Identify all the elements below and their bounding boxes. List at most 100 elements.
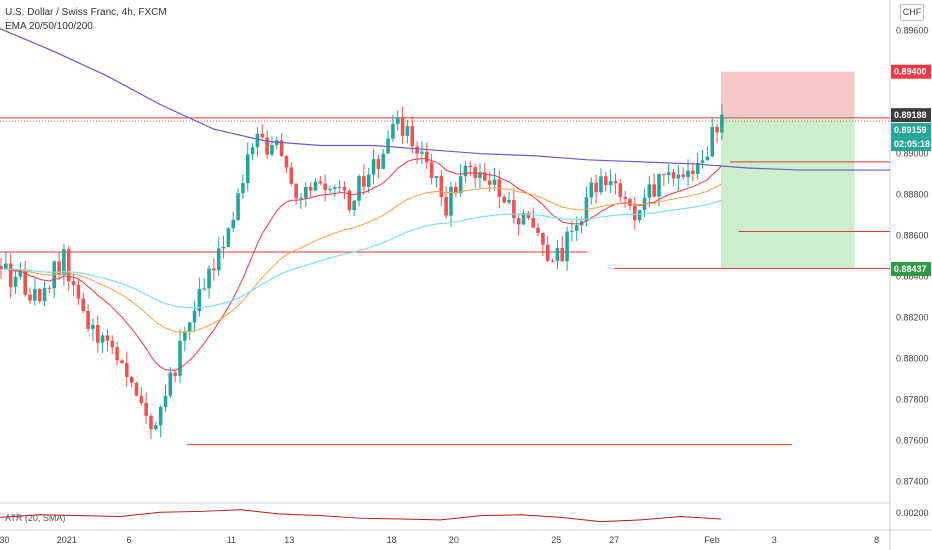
candle-body xyxy=(149,415,153,430)
candle-body xyxy=(342,186,347,191)
y-tick-label: 0.89000 xyxy=(896,149,929,159)
candle-body xyxy=(686,170,690,178)
candle-body xyxy=(676,174,681,179)
candle-body xyxy=(241,183,245,194)
price-tag-bg xyxy=(891,108,931,123)
x-tick-label: 30 xyxy=(0,535,9,545)
x-tick-label: 2021 xyxy=(57,535,77,545)
candle-body xyxy=(265,137,269,155)
candle-body xyxy=(337,186,342,188)
candle-body xyxy=(395,117,400,124)
candle-body xyxy=(570,230,574,232)
candle-body xyxy=(550,260,555,262)
candle-body xyxy=(526,213,531,219)
candle-body xyxy=(163,395,168,407)
candle-body xyxy=(444,197,448,216)
price-tag-bg xyxy=(891,123,931,138)
candle-body xyxy=(613,181,618,184)
candle-body xyxy=(197,288,202,311)
candle-body xyxy=(86,310,90,330)
candle-body xyxy=(183,331,187,341)
candle-body xyxy=(705,156,710,161)
price-tag-label: 02:05:18 xyxy=(894,139,930,149)
candle-body xyxy=(62,249,66,275)
atr-line xyxy=(0,509,721,523)
candle-body xyxy=(594,182,598,193)
ema200-line xyxy=(0,28,890,171)
candle-body xyxy=(124,363,129,377)
x-tick-label: 18 xyxy=(387,535,397,545)
candle-body xyxy=(512,200,516,219)
y-tick-label: 0.88600 xyxy=(896,231,929,241)
candle-body xyxy=(637,210,642,221)
candle-body xyxy=(158,406,163,426)
candle-body xyxy=(410,126,415,147)
atr-tick-label: 0.00200 xyxy=(896,508,929,518)
candle-body xyxy=(202,288,207,290)
currency-badge[interactable]: CHF xyxy=(900,4,924,21)
candle-body xyxy=(468,165,473,168)
candle-body xyxy=(487,180,492,185)
candle-body xyxy=(318,181,323,184)
candle-body xyxy=(415,146,419,154)
candle-body xyxy=(652,184,656,197)
x-tick-label: 3 xyxy=(772,535,777,545)
candle-body xyxy=(371,159,376,175)
candle-body xyxy=(405,126,410,136)
candle-body xyxy=(449,186,453,216)
candle-body xyxy=(434,176,439,178)
candle-body xyxy=(400,117,405,136)
price-tag-label: 0.88437 xyxy=(894,264,927,274)
x-tick-label: 8 xyxy=(874,535,879,545)
candle-body xyxy=(700,160,705,163)
candle-body xyxy=(536,227,540,233)
candle-body xyxy=(376,159,381,169)
candle-body xyxy=(681,174,685,178)
candle-body xyxy=(236,193,240,220)
candle-body xyxy=(139,395,144,404)
candle-body xyxy=(589,182,594,198)
candle-body xyxy=(391,123,395,139)
candle-body xyxy=(226,228,231,247)
candle-body xyxy=(531,218,536,228)
candle-body xyxy=(154,425,158,430)
candle-body xyxy=(647,184,652,198)
candle-body xyxy=(478,172,482,178)
candle-body xyxy=(381,153,386,169)
candle-body xyxy=(328,188,332,191)
candle-body xyxy=(187,322,192,332)
stop-loss-zone xyxy=(720,71,855,117)
candle-body xyxy=(671,172,676,179)
take-profit-zone xyxy=(720,116,855,269)
y-tick-label: 0.88400 xyxy=(896,272,929,282)
y-tick-label: 0.87800 xyxy=(896,395,929,405)
candle-body xyxy=(633,205,637,221)
chart-title: U.S. Dollar / Swiss Franc, 4h, FXCM xyxy=(5,7,167,18)
y-tick-label: 0.87600 xyxy=(896,436,929,446)
candle-body xyxy=(289,167,294,184)
candle-body xyxy=(323,183,327,191)
candle-body xyxy=(691,170,695,174)
price-tag-label: 0.89159 xyxy=(894,125,927,135)
candle-body xyxy=(245,154,250,184)
candle-body xyxy=(507,200,511,203)
candle-body xyxy=(541,232,545,245)
candle-body xyxy=(71,281,76,285)
y-tick-label: 0.89600 xyxy=(896,26,929,36)
ema100-line xyxy=(0,199,723,309)
x-tick-label: 20 xyxy=(449,535,459,545)
candle-body xyxy=(555,247,560,261)
candle-body xyxy=(250,147,255,155)
y-tick-label: 0.87400 xyxy=(896,477,929,487)
candle-body xyxy=(623,196,627,200)
candle-body xyxy=(47,287,52,289)
x-tick-label: 25 xyxy=(551,535,561,545)
candle-body xyxy=(95,324,100,343)
candle-body xyxy=(429,162,434,178)
price-tag-label: 0.89400 xyxy=(894,67,927,77)
candle-body xyxy=(492,179,497,185)
candle-body xyxy=(308,186,313,191)
candle-body xyxy=(463,165,468,177)
candle-body xyxy=(502,196,506,203)
